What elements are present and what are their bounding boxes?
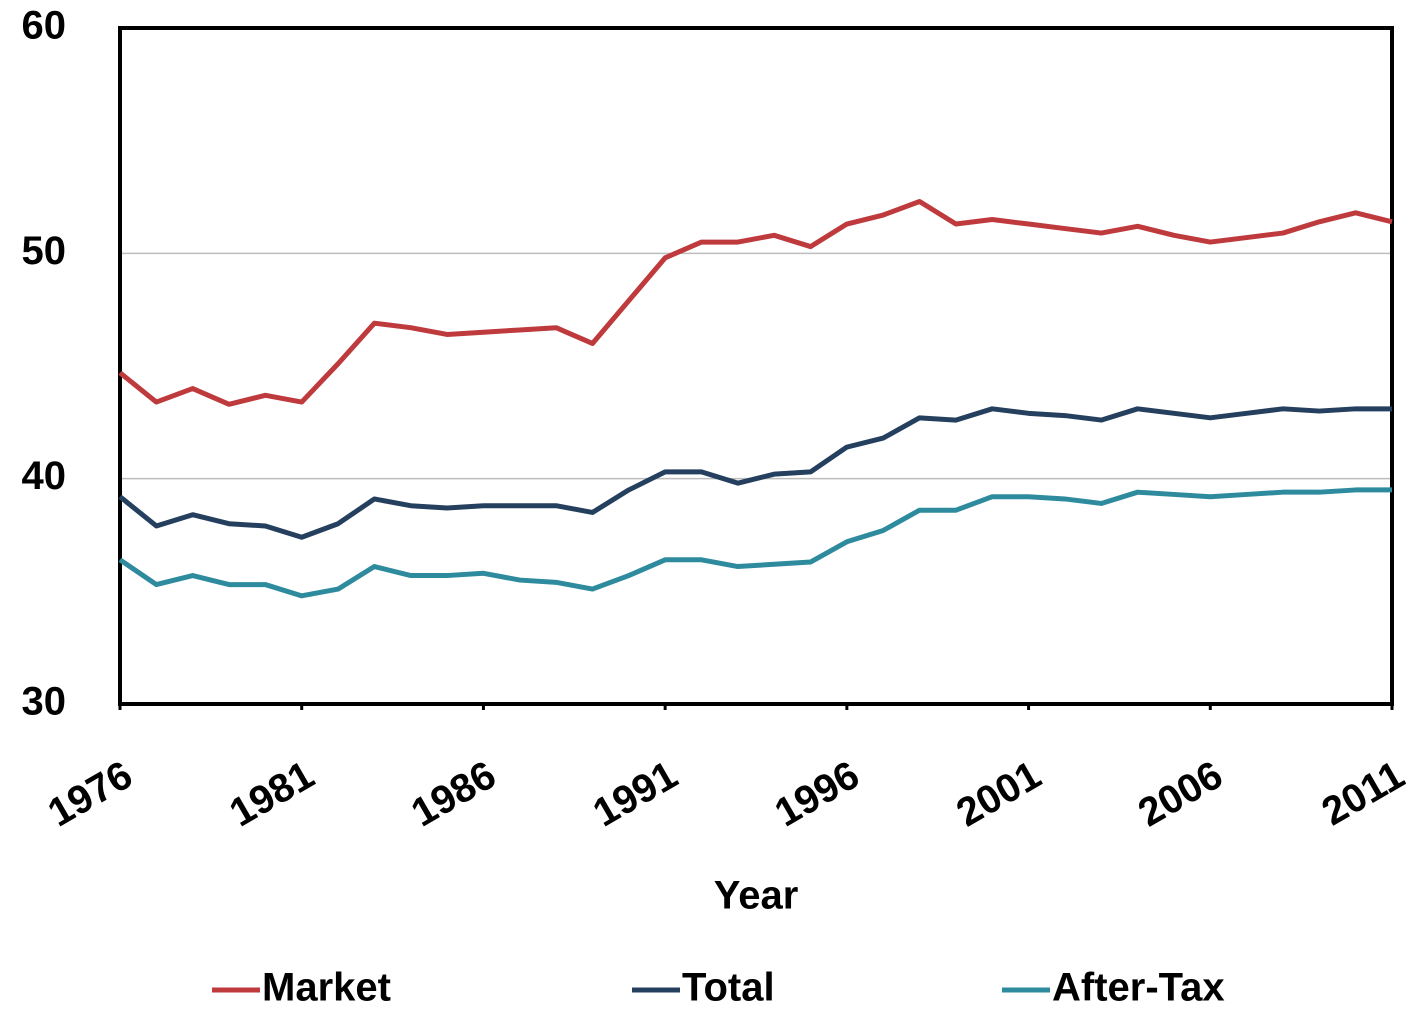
y-tick-label: 60 [22,4,67,48]
x-axis-title: Year [714,874,799,918]
x-tick-label: 1991 [586,753,685,836]
line-series [118,487,1392,599]
legend-label: Market [262,966,391,1010]
x-tick-label: 1976 [41,753,140,836]
x-tick-label: 1996 [768,753,867,836]
plot-frame [118,26,1394,706]
y-tick-label: 30 [22,680,67,724]
x-tick-label: 1986 [404,753,503,836]
line-series [118,199,1393,407]
x-tick-label: 2011 [1315,753,1406,834]
x-tick-label: 2006 [1131,753,1230,836]
x-tick-label: 2001 [949,753,1048,836]
x-tick-label: 1981 [222,753,321,836]
legend-label: After-Tax [1052,966,1225,1010]
line-series [118,406,1392,540]
legend-label: Total [682,966,775,1010]
y-tick-label: 40 [22,454,67,498]
y-tick-label: 50 [22,229,67,273]
